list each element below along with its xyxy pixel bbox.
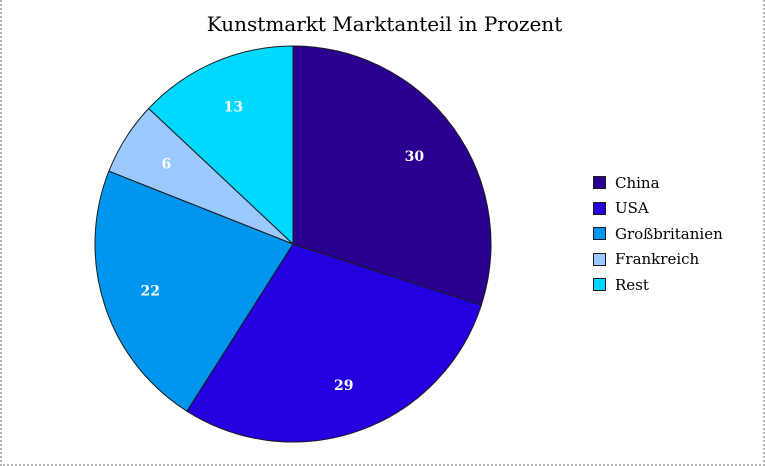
legend-item-china: China [593,170,723,196]
pie-labels: 30 29 22 6 13 [141,99,425,394]
legend-label-usa: USA [615,199,649,218]
legend: China USA Großbritanien Frankreich Rest [593,170,723,298]
legend-item-grossbritanien: Großbritanien [593,221,723,247]
pie-slice-grossbritanien [94,170,294,412]
pie-slices [94,45,492,443]
legend-label-grossbritanien: Großbritanien [615,224,723,243]
legend-label-frankreich: Frankreich [615,250,700,269]
legend-label-china: China [615,173,660,192]
legend-label-rest: Rest [615,275,649,294]
legend-swatch-rest [593,278,606,292]
data-label-rest: 13 [224,99,243,115]
data-label-usa: 29 [334,378,353,394]
legend-swatch-china [593,176,606,190]
data-label-china: 30 [405,149,425,165]
legend-item-usa: USA [593,196,723,222]
pie-slice-rest [147,45,294,246]
legend-item-frankreich: Frankreich [593,247,723,273]
legend-item-rest: Rest [593,272,723,298]
pie-slice-china [292,45,492,306]
data-label-grossbritanien: 22 [141,283,160,299]
pie-slice-usa [186,243,482,443]
legend-swatch-frankreich [593,252,606,266]
chart-title: Kunstmarkt Marktanteil in Prozent [206,12,563,36]
data-label-frankreich: 6 [162,157,172,173]
legend-swatch-usa [593,201,606,215]
legend-swatch-grossbritanien [593,227,606,241]
